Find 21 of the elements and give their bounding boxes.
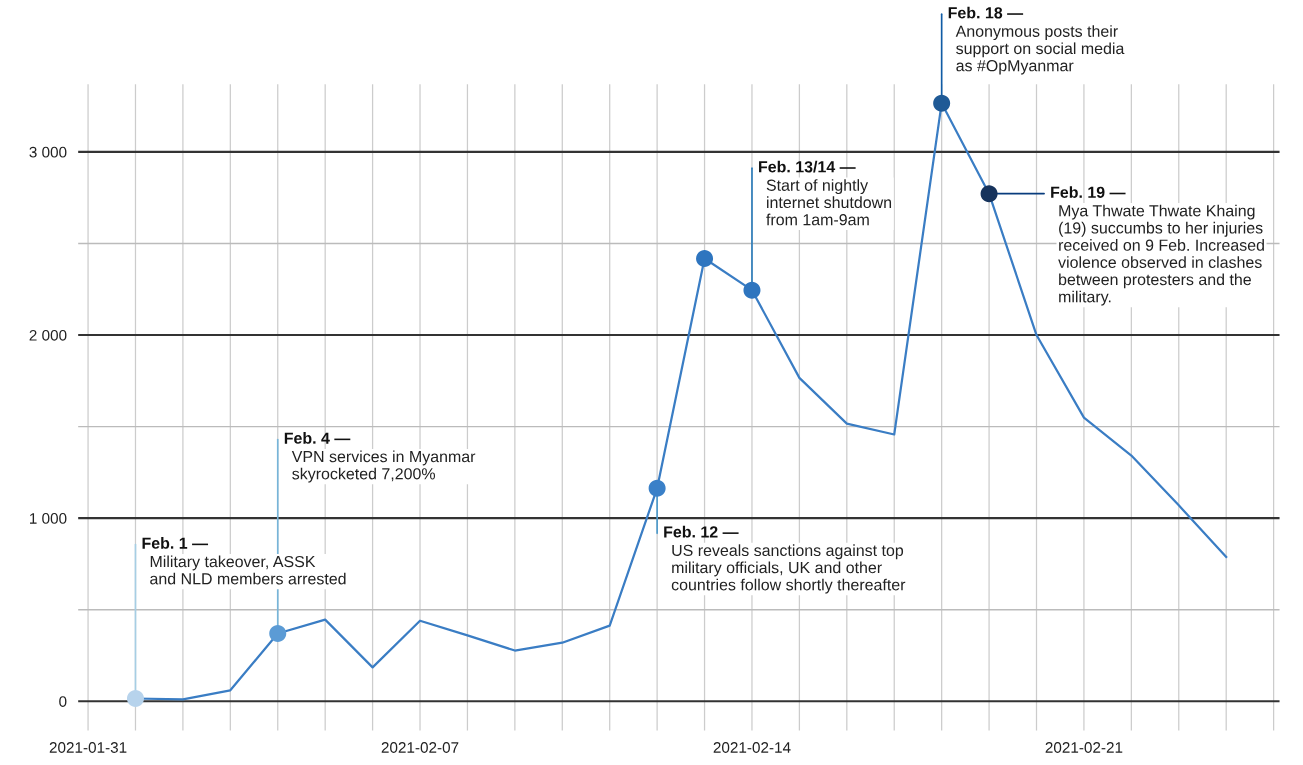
x-tick-label: 2021-02-07	[381, 742, 459, 753]
annotation: Feb. 1 — Military takeover, ASSK and NLD members arrested	[142, 537, 346, 585]
annotation: Feb. 19 — Mya Thwate Thwate Khaing (19) succumbs to her injuries received on 9 Feb. Increased violence observed in clashes between protesters and the military.	[1051, 186, 1264, 306]
point	[933, 94, 951, 112]
point	[269, 625, 287, 643]
x-tick-label: 2021-02-21	[1045, 742, 1123, 753]
y-tick-label: 1 000	[30, 513, 67, 524]
y-tick-label: 3 000	[29, 146, 67, 158]
annotation: Feb. 18 — Anonymous posts their support on social media as #OpMyanmar	[948, 6, 1125, 75]
point	[980, 185, 998, 203]
point	[126, 690, 144, 708]
point	[648, 479, 666, 497]
x-tick-label: 2021-02-14	[713, 742, 791, 753]
point	[743, 281, 761, 299]
annotation: Feb. 13/14 — Start of nightly internet shutdown from 1am-9am	[759, 160, 892, 226]
y-tick-label: 0	[59, 696, 67, 707]
y-tick-label: 2 000	[29, 329, 67, 341]
annotation: Feb. 12 — US reveals sanctions against top military officials, UK and other countries follow shortly thereafter	[664, 525, 906, 594]
point	[696, 249, 714, 267]
annotation: Feb. 4 — VPN services in Myanmar skyrocketed 7,200%	[284, 432, 476, 483]
x-tick-label: 2021-01-31	[49, 742, 127, 753]
